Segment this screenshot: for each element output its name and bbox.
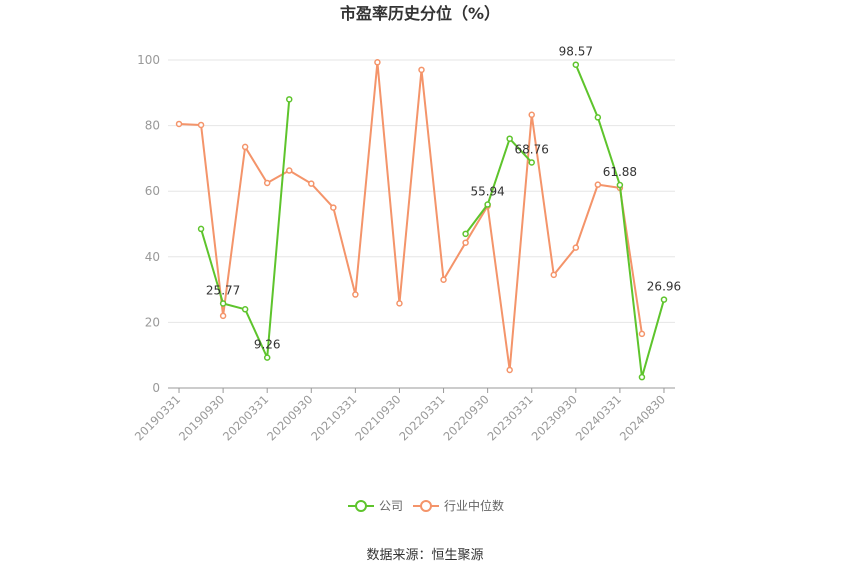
source-note: 数据来源：恒生聚源 — [366, 548, 483, 563]
data-point — [638, 330, 646, 338]
data-point — [660, 296, 668, 303]
data-point — [175, 120, 183, 128]
series-line — [574, 64, 665, 379]
data-point — [330, 204, 337, 211]
data-point — [528, 111, 535, 119]
data-point — [197, 225, 205, 233]
data-point — [550, 271, 558, 279]
data-label: 55.94 — [470, 185, 504, 199]
data-point — [285, 167, 293, 174]
data-label: 26.96 — [647, 280, 681, 294]
data-point — [506, 135, 513, 142]
data-labels: 25.77 9.26 55.94 68.76 98.57 61.88 26.96 — [206, 45, 681, 352]
data-point — [241, 306, 249, 313]
data-point — [616, 181, 624, 189]
data-point — [462, 230, 469, 238]
x-tick-label: 20220331 — [396, 392, 447, 443]
data-point — [594, 114, 602, 121]
x-tick-label: 20200930 — [264, 392, 315, 443]
y-tick-label: 0 — [152, 381, 160, 395]
y-tick-label: 100 — [137, 53, 160, 67]
data-point — [219, 300, 227, 307]
data-point — [285, 96, 293, 103]
chart-title: 市盈率历史分位（%） — [340, 4, 500, 23]
data-point — [638, 373, 646, 381]
y-tick-label: 20 — [145, 315, 160, 329]
data-point — [440, 276, 447, 284]
legend-label: 公司 — [379, 499, 403, 513]
data-label: 9.26 — [254, 338, 281, 352]
data-point — [219, 312, 227, 320]
data-label: 61.88 — [603, 165, 637, 179]
data-point — [528, 159, 535, 166]
data-point — [352, 291, 359, 298]
data-point — [263, 354, 271, 361]
legend-swatch-marker — [355, 500, 367, 512]
legend-label: 行业中位数 — [444, 498, 504, 513]
series-line — [464, 137, 533, 235]
data-point — [572, 61, 580, 68]
data-point — [197, 121, 205, 129]
data-point — [506, 366, 513, 374]
data-point — [572, 244, 580, 251]
legend[interactable]: 公司 行业中位数 — [348, 498, 504, 513]
data-point — [263, 179, 271, 187]
x-tick-label: 20240331 — [573, 392, 624, 443]
data-label: 25.77 — [206, 283, 240, 297]
data-point — [462, 239, 469, 246]
data-point — [374, 59, 381, 66]
x-tick-label: 20200331 — [220, 392, 271, 443]
axes: 0 20 40 60 80 100 2019033120190930202003312020… — [132, 53, 675, 444]
x-tick-label: 20220930 — [440, 392, 491, 443]
data-point — [308, 180, 315, 187]
series-layer — [175, 59, 668, 381]
data-label: 68.76 — [515, 142, 549, 156]
x-tick-label: 20230930 — [529, 392, 580, 443]
data-point — [484, 201, 491, 208]
x-tick-label: 20240830 — [617, 392, 668, 443]
y-tick-label: 60 — [145, 184, 160, 198]
y-tick-label: 80 — [145, 119, 160, 133]
grid — [168, 59, 675, 323]
x-tick-label: 20190930 — [176, 392, 227, 443]
series-line — [200, 99, 291, 359]
x-tick-label: 20230331 — [485, 392, 536, 443]
series-line — [178, 61, 643, 371]
x-tick-label: 20210331 — [308, 392, 359, 443]
x-tick-label: 20190331 — [132, 392, 183, 443]
data-label: 98.57 — [559, 45, 593, 59]
y-tick-label: 40 — [145, 250, 160, 264]
data-point — [594, 181, 602, 188]
legend-swatch-marker — [420, 500, 432, 512]
x-tick-label: 20210930 — [352, 392, 403, 443]
data-point — [241, 143, 249, 151]
data-point — [396, 300, 403, 307]
data-point — [418, 66, 425, 74]
